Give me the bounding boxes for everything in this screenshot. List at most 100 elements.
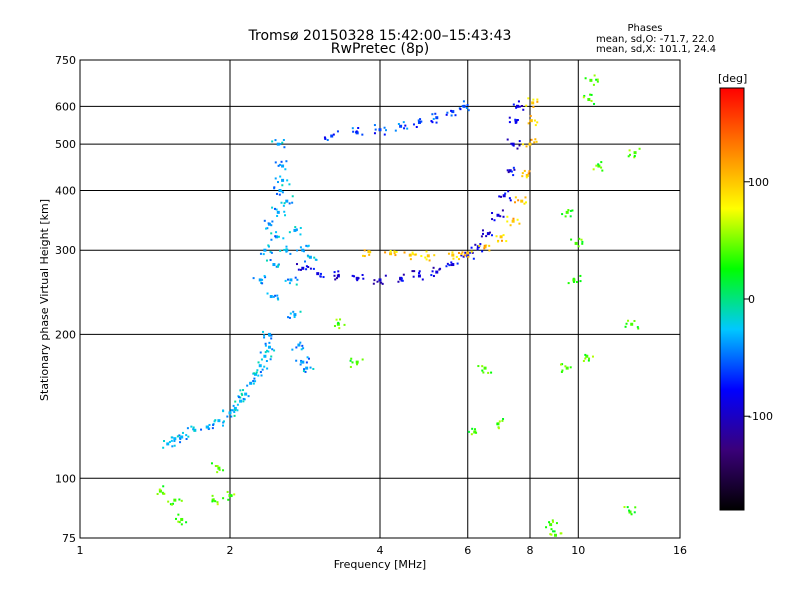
data-point: [208, 427, 211, 430]
data-point: [498, 420, 501, 423]
data-point: [525, 145, 528, 148]
data-point: [561, 213, 564, 216]
data-point: [628, 509, 631, 512]
data-point: [277, 264, 280, 267]
y-axis-label: Stationary phase Virtual Height [km]: [38, 199, 51, 401]
y-tick-label: 500: [55, 138, 76, 151]
data-point: [254, 380, 257, 383]
data-point: [487, 371, 490, 374]
data-point: [580, 238, 583, 241]
data-point: [527, 172, 530, 175]
data-point: [512, 174, 515, 177]
data-point: [525, 173, 529, 177]
data-point: [417, 119, 420, 122]
data-point: [355, 131, 359, 135]
data-point: [431, 113, 434, 116]
data-point: [417, 274, 421, 278]
data-point: [583, 94, 586, 97]
data-point: [536, 100, 539, 103]
data-point: [222, 409, 225, 412]
data-point: [200, 428, 203, 431]
data-point: [553, 533, 557, 537]
data-point: [509, 199, 512, 202]
data-point: [293, 313, 297, 317]
data-point: [253, 377, 256, 380]
data-point: [510, 142, 513, 145]
data-point: [446, 111, 449, 114]
data-point: [533, 141, 536, 144]
data-point: [485, 244, 488, 247]
data-point: [462, 104, 466, 108]
data-point: [490, 234, 493, 237]
data-point: [468, 251, 471, 254]
data-point: [488, 249, 491, 252]
data-point: [270, 337, 273, 340]
data-point: [496, 240, 499, 243]
data-point: [305, 361, 308, 364]
data-point: [510, 170, 513, 173]
data-point: [316, 272, 320, 276]
data-point: [389, 252, 393, 256]
data-point: [233, 414, 236, 417]
data-point: [300, 348, 303, 351]
data-point: [261, 368, 264, 371]
data-point: [279, 249, 282, 252]
data-point: [230, 415, 233, 418]
data-point: [275, 265, 278, 268]
data-point: [549, 533, 552, 536]
data-point: [522, 108, 525, 111]
data-point: [265, 259, 268, 262]
data-point: [282, 237, 285, 240]
data-point: [435, 116, 439, 120]
data-point: [363, 249, 366, 252]
y-tick-label: 100: [55, 472, 76, 485]
data-point: [411, 251, 414, 254]
data-point: [555, 522, 558, 525]
data-point: [572, 278, 576, 282]
data-point: [280, 201, 283, 204]
data-point: [295, 283, 298, 286]
data-point: [178, 434, 181, 437]
x-tick-label: 8: [527, 544, 534, 557]
data-point: [286, 179, 289, 182]
data-point: [294, 226, 297, 229]
data-point: [572, 277, 575, 280]
data-point: [495, 235, 498, 238]
x-tick-labels: 1 2 4 6 8 10 16: [77, 544, 688, 557]
data-point: [276, 142, 280, 146]
data-point: [527, 122, 530, 125]
y-tick-label: 200: [55, 328, 76, 341]
data-point: [222, 421, 225, 424]
data-point: [171, 445, 174, 448]
data-point: [506, 138, 509, 141]
data-point: [522, 143, 525, 146]
data-point: [514, 118, 517, 121]
data-point: [307, 244, 310, 247]
data-point: [508, 121, 511, 124]
data-point: [299, 233, 302, 236]
data-point: [362, 277, 365, 280]
x-tick-label: 1: [77, 544, 84, 557]
data-point: [277, 298, 280, 301]
data-point: [424, 256, 427, 259]
data-point: [270, 238, 273, 241]
data-point: [466, 104, 469, 107]
data-point: [561, 369, 564, 372]
data-point: [465, 106, 468, 109]
data-point: [158, 488, 161, 491]
data-point: [305, 244, 308, 247]
data-point: [259, 351, 262, 354]
data-point: [226, 490, 229, 493]
data-point: [280, 190, 283, 193]
chart-title: Tromsø 20150328 15:42:00–15:43:43: [248, 28, 512, 44]
data-point: [333, 274, 336, 277]
data-point: [239, 396, 242, 399]
data-point: [192, 426, 195, 429]
data-point: [363, 255, 366, 258]
data-point: [551, 520, 554, 523]
data-point: [425, 250, 428, 253]
data-point: [252, 277, 255, 280]
data-point: [283, 202, 286, 205]
data-point: [281, 191, 284, 194]
data-point: [488, 244, 491, 247]
